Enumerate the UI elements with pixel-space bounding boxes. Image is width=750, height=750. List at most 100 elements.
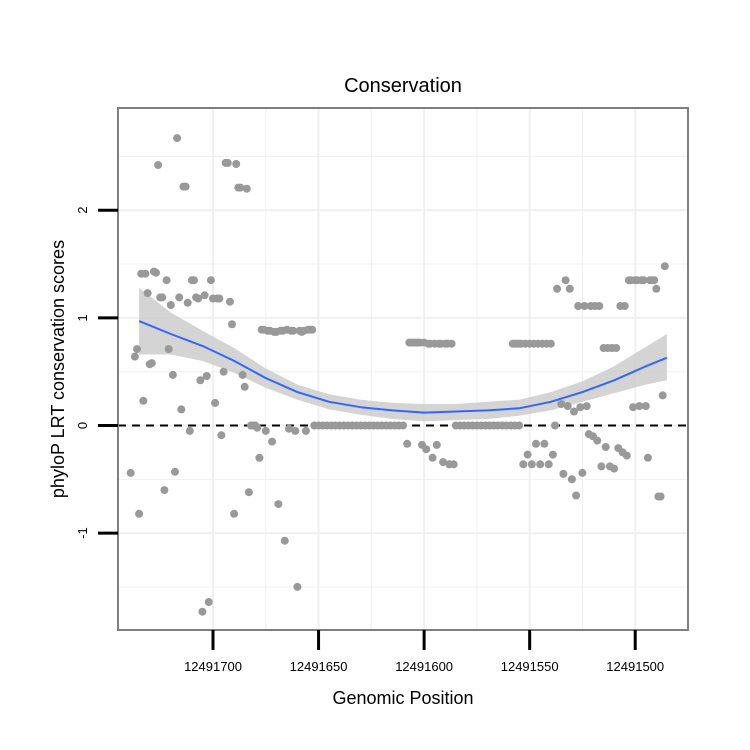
data-point — [432, 440, 441, 449]
data-point — [168, 370, 177, 379]
data-point — [211, 398, 220, 407]
y-axis: -1 0 1 2 — [75, 207, 118, 539]
data-point — [143, 289, 152, 298]
data-point — [177, 405, 186, 414]
data-point — [643, 453, 652, 462]
data-point — [593, 436, 602, 445]
y-tick-label: -1 — [75, 527, 90, 539]
data-point — [253, 423, 262, 432]
data-point — [612, 344, 621, 352]
data-point — [133, 345, 141, 354]
data-point — [190, 276, 198, 285]
data-point — [274, 500, 283, 509]
data-point — [139, 396, 148, 405]
data-point — [567, 475, 576, 484]
data-point — [135, 509, 144, 518]
data-point — [553, 284, 562, 293]
data-point — [255, 453, 264, 462]
data-point — [162, 276, 171, 285]
data-point — [439, 458, 448, 467]
smooth-line — [138, 320, 668, 414]
x-axis-label: Genomic Position — [332, 688, 473, 708]
x-tick-label: 12491500 — [606, 659, 664, 674]
data-point — [656, 492, 665, 501]
data-point — [515, 421, 524, 430]
data-point — [570, 407, 578, 416]
data-point — [206, 276, 215, 285]
data-point — [403, 439, 412, 448]
data-point — [447, 339, 456, 348]
data-point — [141, 269, 150, 278]
scatter-points — [126, 134, 669, 616]
data-point — [565, 284, 574, 293]
y-axis-label: phyloP LRT conservation scores — [48, 240, 68, 498]
data-point — [548, 450, 557, 459]
data-point — [557, 400, 566, 408]
x-tick-label: 12491700 — [184, 659, 242, 674]
data-point — [536, 460, 545, 469]
data-point — [240, 382, 249, 391]
data-point — [280, 536, 289, 545]
data-point — [173, 134, 182, 143]
y-tick-label: 1 — [75, 314, 90, 321]
data-point — [519, 460, 528, 469]
confidence-band — [139, 287, 667, 422]
panel-border — [117, 107, 689, 631]
data-point — [639, 276, 648, 285]
data-point — [164, 345, 173, 354]
data-point — [610, 464, 619, 473]
data-point — [268, 437, 277, 446]
data-point — [219, 367, 228, 376]
data-point — [228, 320, 236, 329]
data-point — [223, 158, 232, 167]
data-point — [183, 298, 192, 307]
data-point — [126, 468, 135, 477]
data-point — [175, 293, 184, 302]
y-tick-label: 0 — [75, 422, 90, 429]
data-point — [293, 582, 302, 591]
data-point — [291, 426, 300, 435]
data-point — [641, 402, 650, 411]
data-point — [202, 372, 211, 380]
data-point — [578, 468, 587, 477]
data-point — [204, 598, 213, 606]
data-point — [194, 294, 203, 303]
data-point — [523, 450, 532, 459]
data-point — [166, 301, 175, 309]
data-point — [635, 402, 644, 411]
data-point — [196, 376, 205, 385]
data-point — [422, 445, 431, 454]
data-point — [160, 486, 169, 495]
x-tick-label: 12491600 — [395, 659, 453, 674]
data-point — [580, 302, 589, 310]
data-point — [261, 426, 270, 435]
data-point — [301, 426, 310, 435]
data-point — [232, 160, 241, 168]
data-point — [576, 403, 585, 412]
data-point — [546, 339, 555, 348]
data-point — [130, 352, 139, 361]
x-axis: 12491700 12491650 12491600 12491550 12491500 — [184, 630, 664, 674]
y-tick-label: 2 — [75, 207, 90, 214]
data-point — [559, 469, 568, 478]
data-point — [171, 467, 179, 476]
data-point — [540, 439, 549, 448]
data-point — [574, 302, 583, 310]
data-point — [154, 161, 163, 169]
data-point — [200, 291, 209, 300]
panel-background — [118, 108, 688, 630]
data-point — [527, 460, 536, 469]
data-point — [399, 421, 407, 430]
data-point — [572, 491, 581, 500]
chart-title: Conservation — [344, 75, 462, 97]
data-point — [428, 453, 437, 462]
gridlines — [118, 108, 688, 630]
data-point — [650, 276, 659, 285]
data-point — [620, 302, 629, 310]
data-point — [660, 262, 669, 271]
data-point — [238, 370, 247, 379]
data-point — [658, 391, 667, 400]
data-point — [563, 402, 572, 411]
data-point — [217, 431, 226, 440]
